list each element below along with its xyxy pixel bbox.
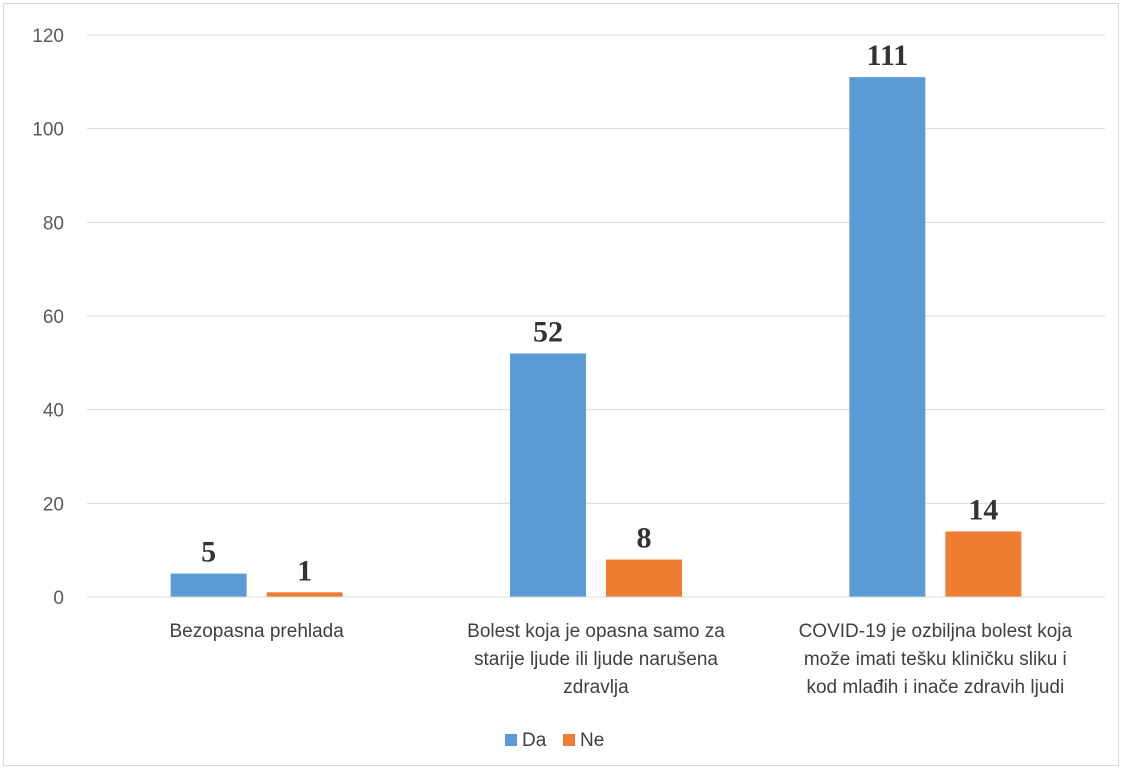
y-tick-label: 0	[53, 588, 64, 609]
category-label: starije ljude ili ljude narušena	[474, 649, 718, 670]
data-label: 8	[637, 522, 652, 555]
data-label: 111	[866, 39, 908, 72]
data-label: 52	[533, 315, 563, 348]
legend-swatch-ne	[563, 734, 575, 746]
bar-ne	[606, 559, 682, 597]
bar-da	[849, 77, 926, 597]
legend-swatch-da	[505, 734, 517, 746]
category-label: Bezopasna prehlada	[170, 621, 345, 642]
category-label: COVID-19 je ozbiljna bolest koja	[799, 621, 1073, 642]
bar-da	[170, 573, 247, 597]
y-tick-label: 120	[32, 26, 64, 47]
y-tick-label: 40	[43, 401, 64, 422]
bar-ne	[945, 531, 1022, 597]
bar-da	[510, 353, 586, 597]
category-label: kod mlađih i inače zdravih ljudi	[806, 677, 1064, 698]
legend-label-da: Da	[522, 730, 547, 751]
category-label: može imati tešku kliničku sliku i	[804, 649, 1067, 670]
data-label: 5	[201, 536, 216, 569]
category-label: Bolest koja je opasna samo za	[467, 621, 725, 642]
data-label: 1	[297, 554, 312, 587]
y-tick-label: 100	[32, 120, 64, 141]
y-tick-label: 60	[43, 307, 64, 328]
category-label: zdravlja	[563, 677, 629, 698]
y-tick-label: 20	[43, 494, 64, 515]
legend-label-ne: Ne	[580, 730, 604, 751]
data-label: 14	[968, 493, 998, 526]
bar-ne	[266, 592, 343, 597]
y-tick-label: 80	[43, 213, 64, 234]
